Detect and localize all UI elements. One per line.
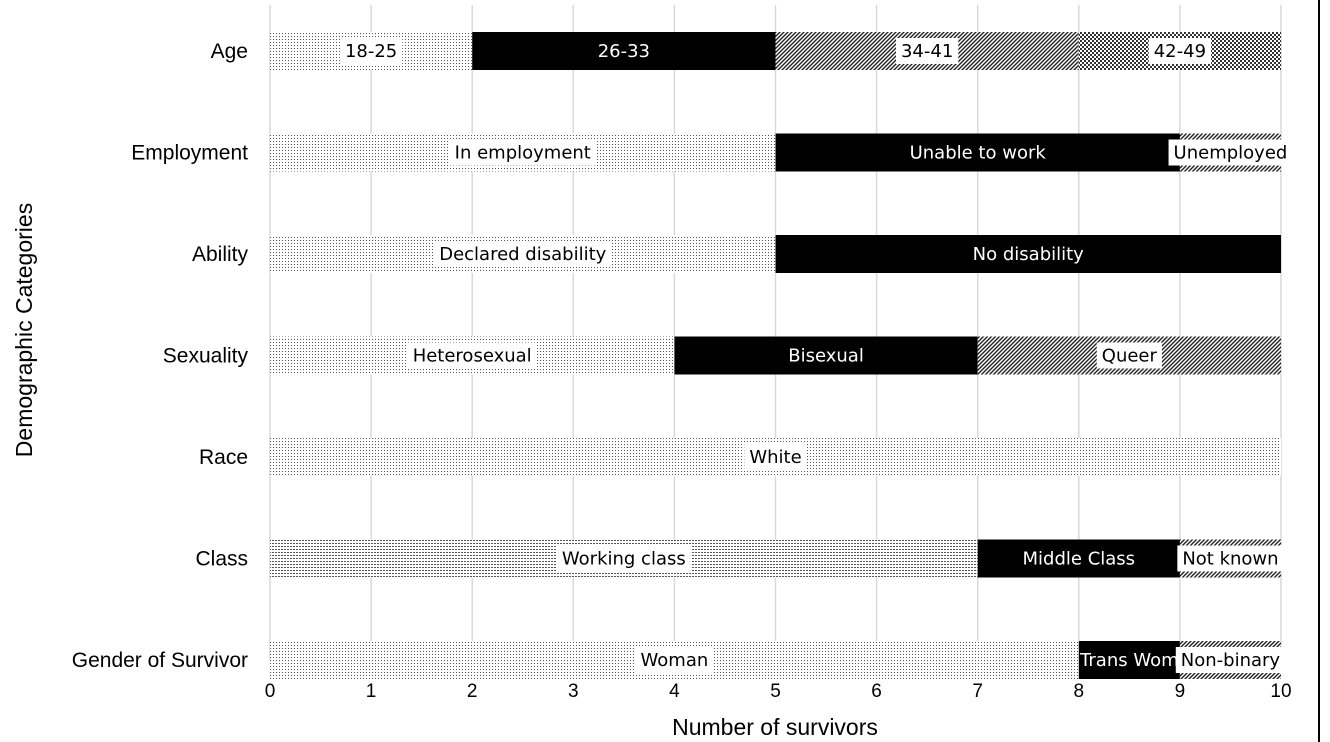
segment-label: 34-41 (901, 41, 953, 62)
segment-label: Unemployed (1174, 143, 1288, 164)
category-label: Gender of Survivor (72, 649, 248, 672)
bar-segment (977, 539, 1180, 578)
category-label: Ability (192, 243, 249, 266)
x-tick-label: 1 (366, 681, 377, 702)
bar-segment (775, 235, 1281, 273)
segment-label-background (407, 342, 537, 369)
x-tick-label: 10 (1270, 681, 1291, 702)
y-axis-title: Demographic Categories (11, 203, 37, 457)
x-tick-label: 8 (1074, 681, 1085, 702)
segment-label: 26-33 (598, 41, 650, 62)
segment-label: White (749, 447, 801, 468)
segment-label-background (1177, 545, 1284, 572)
segment-label-background (556, 545, 691, 572)
segment-label: In employment (455, 143, 591, 164)
segment-label: Declared disability (439, 244, 606, 265)
x-tick-label: 0 (265, 681, 276, 702)
segment-label-background (339, 38, 403, 64)
segment-label: Bisexual (788, 346, 864, 367)
bar-segment (1078, 641, 1180, 679)
segment-label: Trans Wom (1079, 650, 1179, 671)
segment-label: Not known (1182, 549, 1278, 570)
bar-segment (674, 336, 978, 375)
segment-label: 42-49 (1154, 41, 1206, 62)
category-label: Sexuality (163, 345, 249, 368)
bar-segment (472, 32, 776, 70)
segment-label: No disability (973, 244, 1085, 265)
x-axis-title: Number of survivors (672, 714, 878, 740)
segment-label-background (434, 241, 612, 267)
chart-border-right (1318, 0, 1320, 742)
x-tick-label: 4 (669, 681, 680, 702)
x-tick-label: 9 (1175, 681, 1186, 702)
segment-label: Middle Class (1023, 549, 1136, 570)
segment-label: Unable to work (910, 143, 1047, 164)
segment-label-background (744, 444, 807, 470)
segment-label-background (895, 38, 959, 64)
segment-label-background (635, 647, 714, 673)
category-label: Class (195, 548, 248, 571)
bars: 18-25 26-33 34-41 42-49 In employment Unable … (270, 32, 1293, 679)
segment-label-background (449, 139, 596, 166)
segment-label: Heterosexual (413, 346, 532, 367)
segment-label: Woman (641, 650, 709, 671)
segment-label-background (1096, 342, 1162, 369)
segment-label-background (1175, 647, 1286, 673)
x-tick-labels: 0 1 2 3 4 5 6 7 8 9 10 (265, 681, 1292, 702)
category-label: Employment (131, 142, 248, 165)
x-tick-label: 3 (568, 681, 579, 702)
category-label: Age (211, 40, 248, 63)
x-tick-label: 7 (972, 681, 983, 702)
x-tick-label: 5 (770, 681, 781, 702)
category-labels: Age Employment Ability Sexuality Race Class Ge… (72, 40, 249, 672)
segment-label: Non-binary (1181, 650, 1281, 671)
x-tick-label: 6 (871, 681, 882, 702)
segment-label: Queer (1102, 346, 1158, 367)
segment-label-background (1168, 139, 1293, 166)
category-label: Race (199, 446, 248, 469)
segment-label-background (1148, 38, 1212, 64)
segment-label: Working class (562, 549, 686, 570)
bar-segment (775, 133, 1180, 172)
x-tick-label: 2 (467, 681, 478, 702)
segment-label: 18-25 (345, 41, 397, 62)
